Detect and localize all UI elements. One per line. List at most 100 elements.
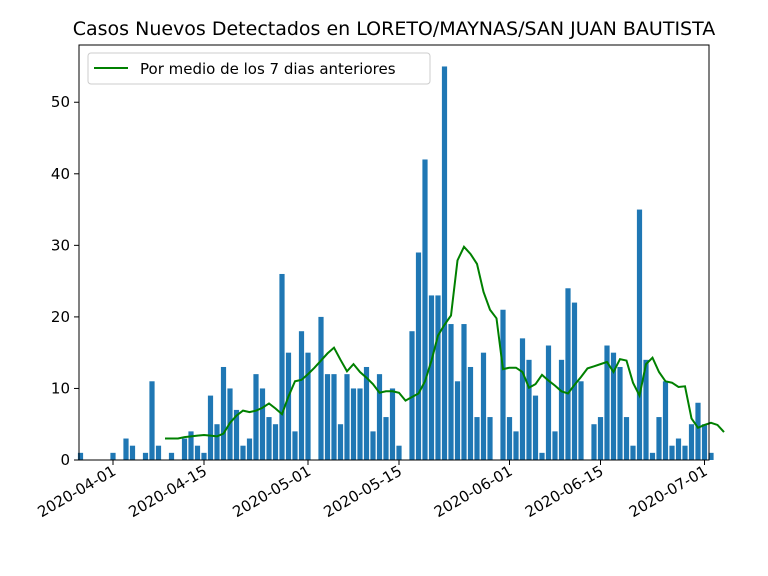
bar — [565, 288, 571, 460]
x-tick-label: 2020-04-01 — [34, 462, 119, 521]
x-tick-label: 2020-05-15 — [320, 462, 405, 521]
bar — [519, 338, 526, 460]
bar — [474, 417, 480, 460]
bar — [344, 374, 350, 460]
x-tick-label: 2020-06-15 — [522, 462, 607, 521]
bar — [337, 424, 344, 460]
bar — [526, 359, 532, 460]
bar — [636, 209, 643, 460]
bar — [246, 438, 253, 460]
chart-title: Casos Nuevos Detectados en LORETO/MAYNAS… — [73, 18, 716, 40]
x-tick-label: 2020-04-15 — [125, 462, 210, 521]
bar — [480, 352, 487, 460]
bar — [129, 445, 136, 460]
bar — [298, 331, 305, 460]
y-tick-label: 20 — [51, 308, 70, 326]
bar — [305, 352, 311, 460]
bar — [428, 295, 435, 460]
bar — [201, 452, 207, 460]
bar — [623, 417, 630, 460]
bar — [532, 395, 539, 460]
bar — [272, 424, 279, 460]
bar — [285, 352, 292, 460]
bar — [194, 445, 201, 460]
bar — [142, 452, 149, 460]
bar — [318, 316, 324, 460]
y-tick-label: 30 — [51, 236, 70, 254]
bar — [461, 324, 467, 460]
legend-label: Por medio de los 7 dias anteriores — [140, 60, 396, 78]
bar — [422, 159, 428, 461]
bar — [331, 374, 337, 460]
y-tick-label: 10 — [51, 379, 70, 397]
bar — [266, 417, 272, 460]
bar — [207, 395, 214, 460]
legend-box — [87, 52, 431, 85]
bar — [539, 452, 545, 460]
bar — [513, 431, 519, 460]
bar — [597, 417, 604, 460]
bar — [643, 359, 649, 460]
bar — [123, 438, 129, 460]
bar — [487, 417, 493, 460]
bar — [110, 452, 116, 460]
moving-average-line — [165, 245, 725, 440]
bar — [656, 417, 662, 460]
bar — [649, 452, 656, 460]
bar — [630, 445, 636, 460]
y-tick-label: 50 — [51, 93, 70, 111]
y-tick-label: 0 — [60, 451, 70, 469]
y-tick-label: 40 — [51, 165, 70, 183]
bar — [233, 409, 240, 460]
bar — [545, 345, 552, 460]
x-tick-label: 2020-06-01 — [431, 462, 516, 521]
bar — [409, 331, 415, 460]
bar — [708, 452, 714, 460]
bar — [467, 366, 474, 460]
bar — [435, 295, 441, 460]
legend: Por medio de los 7 dias anteriores — [87, 52, 431, 85]
bar — [383, 417, 389, 460]
moving-average-polyline — [165, 245, 725, 440]
bar — [363, 366, 370, 460]
x-tick-label: 2020-07-01 — [626, 462, 711, 521]
bar — [617, 366, 623, 460]
bar — [188, 431, 194, 460]
bar — [701, 424, 708, 460]
bar — [155, 445, 162, 460]
bar — [695, 402, 701, 460]
bar — [77, 452, 84, 460]
bar — [578, 381, 584, 460]
bar — [448, 324, 454, 460]
bar — [610, 352, 617, 460]
bar — [506, 417, 513, 460]
bar — [370, 431, 376, 460]
bar — [240, 445, 246, 460]
bar — [552, 431, 558, 460]
bar — [214, 424, 220, 460]
bar — [253, 374, 259, 460]
bar — [500, 309, 506, 460]
bar — [149, 381, 155, 460]
bar — [675, 438, 682, 460]
bar — [292, 431, 298, 460]
bar — [688, 424, 695, 460]
bar — [259, 388, 266, 460]
bar — [591, 424, 597, 460]
bar — [571, 302, 578, 460]
bar — [324, 374, 331, 460]
bar — [662, 381, 669, 460]
bar — [357, 388, 363, 460]
bar — [389, 388, 396, 460]
bar — [454, 381, 461, 460]
bars — [77, 66, 714, 461]
bar — [168, 452, 175, 460]
bar — [181, 438, 188, 460]
bar — [350, 388, 357, 460]
bar — [682, 445, 688, 460]
bar — [220, 366, 227, 460]
plot-frame — [78, 44, 710, 461]
bar — [558, 359, 565, 460]
bar — [376, 374, 383, 460]
